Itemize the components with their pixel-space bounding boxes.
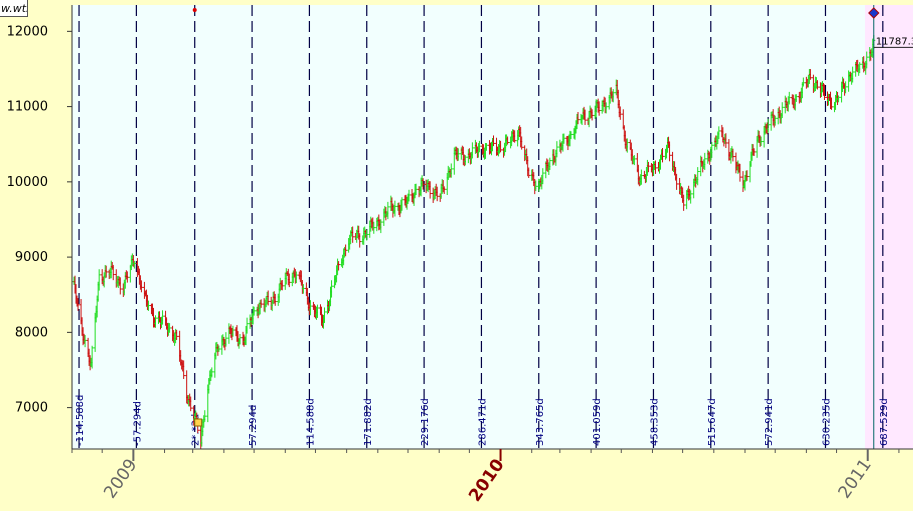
cycle-label: 458.353d xyxy=(649,398,660,446)
markers-group: 11787.38 xyxy=(192,5,913,449)
cycle-lines-group: -114.588d -57.294d 2*.*3d 57.294d 114.588d 17… xyxy=(75,5,890,449)
cycle-label: 286.471d xyxy=(477,398,488,446)
y-tick-label: 11000 xyxy=(7,100,48,115)
future-zone xyxy=(865,5,913,449)
cycle-label: -114.588d xyxy=(75,395,86,446)
y-tick-label: 8000 xyxy=(15,325,48,340)
plot-background xyxy=(72,5,913,449)
y-axis: 7000 8000 9000 10000 11000 12000 xyxy=(7,5,73,449)
y-tick-label: 12000 xyxy=(7,24,48,39)
price-label: 11787.38 xyxy=(876,36,913,47)
y-tick-label: 10000 xyxy=(7,175,48,190)
y-tick-label: 9000 xyxy=(15,250,48,265)
file-tab[interactable]: w.wts xyxy=(0,0,28,17)
x-year-label: 2011 xyxy=(835,455,876,502)
cycle-label: 57.294d xyxy=(248,405,259,446)
cycle-label: -57.294d xyxy=(132,401,143,446)
y-tick-label: 7000 xyxy=(15,401,48,416)
cycle-label: 572.941d xyxy=(764,398,775,446)
origin-marker-icon xyxy=(192,8,197,12)
cycle-label: 401.059d xyxy=(592,398,603,446)
cycle-label: 114.588d xyxy=(305,398,316,446)
cycle-label: 630.235d xyxy=(821,398,832,446)
origin-box-icon xyxy=(194,418,203,427)
x-year-label: 2009 xyxy=(100,455,141,502)
cycle-label: 687.529d xyxy=(879,398,890,446)
cycle-label: 2*.*3d xyxy=(191,414,202,446)
cycle-label: 515.647d xyxy=(707,398,718,446)
x-year-label: 2010 xyxy=(465,455,509,505)
cycle-label: 229.176d xyxy=(420,398,431,446)
current-marker-icon xyxy=(868,7,880,19)
x-axis: 2009 2010 2011 xyxy=(71,448,913,506)
cycle-label: 171.882d xyxy=(363,398,374,446)
cycle-label: 343.765d xyxy=(535,398,546,446)
